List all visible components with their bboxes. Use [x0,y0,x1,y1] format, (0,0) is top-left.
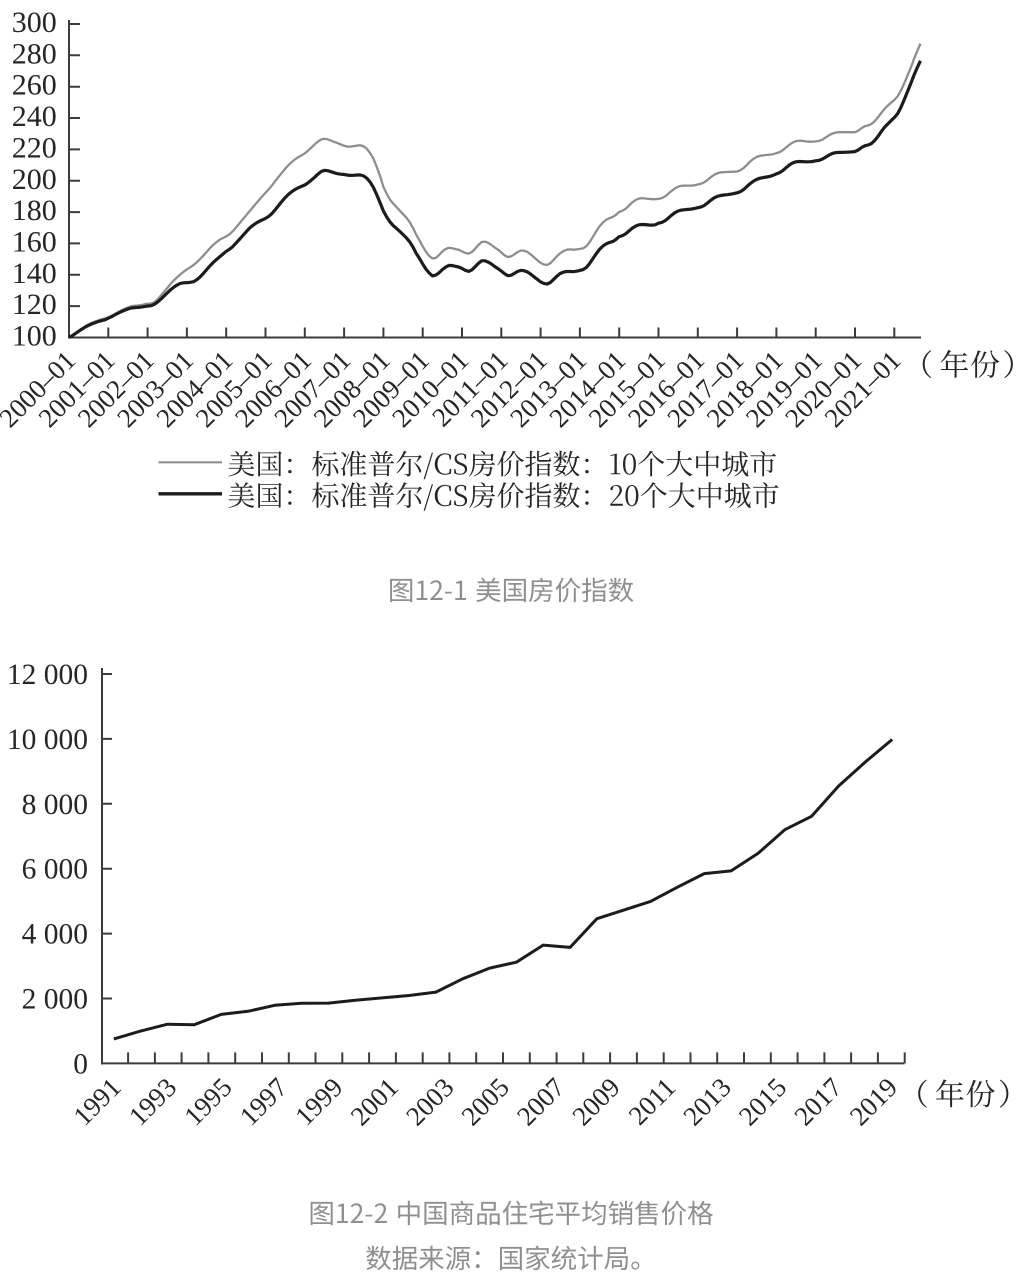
svg-text:2005: 2005 [456,1072,515,1131]
svg-text:1993: 1993 [123,1072,182,1131]
svg-text:300: 300 [12,6,57,39]
svg-text:1991: 1991 [67,1072,126,1131]
svg-text:260: 260 [12,69,57,102]
svg-text:10 000: 10 000 [7,724,88,756]
svg-text:2001: 2001 [345,1072,404,1131]
svg-text:280: 280 [12,37,57,70]
svg-text:2015: 2015 [733,1072,792,1131]
svg-text:2011: 2011 [623,1072,682,1131]
svg-text:1995: 1995 [178,1072,237,1131]
svg-text:0: 0 [73,1048,88,1080]
svg-text:1999: 1999 [289,1072,348,1131]
svg-text:200: 200 [12,163,57,196]
svg-text:2003: 2003 [400,1072,459,1131]
svg-text:140: 140 [12,257,57,290]
svg-text:12 000: 12 000 [7,659,88,691]
svg-text:220: 220 [12,131,57,164]
svg-text:2007: 2007 [511,1072,570,1131]
svg-text:160: 160 [12,226,57,259]
svg-text:2017: 2017 [788,1072,847,1131]
svg-text:2013: 2013 [677,1072,736,1131]
svg-text:120: 120 [12,288,57,321]
svg-text:180: 180 [12,194,57,227]
svg-text:2019: 2019 [844,1072,903,1131]
svg-text:240: 240 [12,100,57,133]
svg-text:100: 100 [12,320,57,353]
svg-text:2 000: 2 000 [22,984,88,1016]
svg-text:2009: 2009 [566,1072,625,1131]
svg-text:4 000: 4 000 [22,919,88,951]
svg-text:6 000: 6 000 [22,854,88,886]
svg-text:8 000: 8 000 [22,789,88,821]
svg-text:1997: 1997 [234,1072,293,1131]
